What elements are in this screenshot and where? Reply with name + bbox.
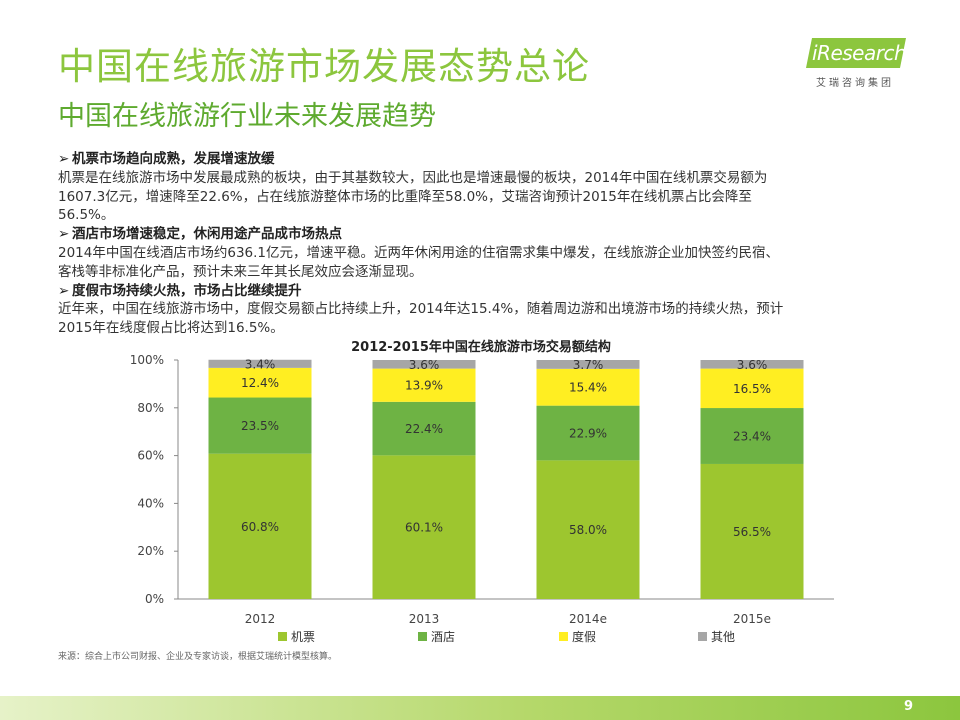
legend-label: 酒店: [431, 630, 455, 644]
data-label: 3.6%: [737, 358, 768, 372]
data-label: 3.4%: [245, 357, 276, 371]
legend-swatch: [559, 632, 568, 641]
x-tick-label: 2015e: [733, 612, 771, 626]
section-line: 56.5%。: [58, 207, 115, 224]
data-label: 23.4%: [733, 430, 771, 444]
y-tick-label: 0%: [145, 592, 164, 606]
section-line: 近年来，中国在线旅游市场中，度假交易额占比持续上升，2014年达15.4%，随着…: [58, 301, 784, 318]
y-tick-label: 60%: [137, 449, 164, 463]
legend-label: 机票: [291, 630, 315, 644]
data-label: 3.7%: [573, 358, 604, 372]
data-label: 58.0%: [569, 523, 607, 537]
bar-segment: [372, 455, 476, 599]
bar-segment: [372, 401, 476, 456]
section-air-tickets: ➢ 机票市场趋向成熟，发展增速放缓 机票是在线旅游市场中发展最成熟的板块，由于其基…: [58, 150, 914, 225]
chart-legend: 机票 酒店 度假 其他: [278, 629, 735, 644]
logo-text: iResearch: [812, 41, 907, 65]
bar-segment: [700, 360, 804, 369]
bar-segment: [208, 397, 312, 454]
x-tick-label: 2013: [409, 612, 440, 626]
section-heading-text: 度假市场持续火热，市场占比继续提升: [72, 282, 302, 299]
bar-segment: [372, 360, 476, 369]
bar-segment: [208, 359, 312, 368]
arrow-bullet-icon: ➢: [58, 226, 70, 243]
y-tick-label: 80%: [137, 401, 164, 415]
section-line: 2015年在线度假占比将达到16.5%。: [58, 320, 284, 337]
y-tick-label: 20%: [137, 544, 164, 558]
data-label: 23.5%: [241, 419, 279, 433]
page-number: 9: [904, 699, 914, 714]
data-label: 16.5%: [733, 382, 771, 396]
logo-subtitle: 艾瑞咨询集团: [816, 78, 894, 89]
bar-segment: [536, 405, 640, 461]
bar-segment: [536, 460, 640, 599]
x-tick-label: 2012: [245, 612, 276, 626]
section-line: 1607.3亿元，增速降至22.6%，占在线旅游整体市场的比重降至58.0%，艾…: [58, 188, 752, 205]
section-line: 机票是在线旅游市场中发展最成熟的板块，由于其基数较大，因此也是增速最慢的板块，2…: [58, 169, 768, 186]
y-tick-label: 100%: [130, 353, 164, 367]
data-label: 22.9%: [569, 427, 607, 441]
chart-title: 2012-2015年中国在线旅游市场交易额结构: [351, 339, 611, 355]
bar-segment: [536, 368, 640, 406]
data-label: 60.1%: [405, 521, 443, 535]
section-heading-text: 机票市场趋向成熟，发展增速放缓: [72, 151, 275, 167]
data-label: 15.4%: [569, 381, 607, 395]
section-vacation: ➢ 度假市场持续火热，市场占比继续提升 近年来，中国在线旅游市场中，度假交易额占比…: [58, 282, 914, 338]
data-label: 13.9%: [405, 379, 443, 393]
arrow-bullet-icon: ➢: [58, 151, 70, 167]
section-heading: ➢ 酒店市场增速稳定，休闲用途产品成市场热点: [58, 225, 914, 244]
iresearch-logo: iResearch 艾瑞咨询集团: [806, 38, 912, 89]
data-label: 12.4%: [241, 376, 279, 390]
bar-segment: [208, 367, 312, 398]
section-heading: ➢ 机票市场趋向成熟，发展增速放缓: [58, 150, 914, 169]
section-heading: ➢ 度假市场持续火热，市场占比继续提升: [58, 282, 914, 301]
data-label: 22.4%: [405, 422, 443, 436]
data-label: 3.6%: [409, 358, 440, 372]
bar-segment: [700, 368, 804, 409]
bar-segment: [700, 463, 804, 599]
legend-label: 其他: [711, 630, 735, 644]
source-note: 来源：综合上市公司财报、企业及专家访谈，根据艾瑞统计模型核算。: [58, 652, 338, 662]
data-label: 56.5%: [733, 525, 771, 539]
legend-label: 度假: [572, 629, 596, 644]
footer-bar: [0, 696, 960, 720]
bar-segment: [536, 360, 640, 369]
bar-segment: [372, 368, 476, 402]
section-line: 客栈等非标准化产品，预计未来三年其长尾效应会逐渐显现。: [58, 263, 423, 280]
legend-swatch: [698, 632, 707, 641]
chart-bars: 60.8% 23.5% 12.4% 3.4% 2012 60.1% 22.4% 13.9% 3.…: [208, 357, 804, 626]
data-label: 60.8%: [241, 520, 279, 534]
logo-badge: [806, 38, 906, 68]
bar-segment: [208, 453, 312, 599]
y-tick-label: 40%: [137, 496, 164, 510]
body-text: ➢ 机票市场趋向成熟，发展增速放缓 机票是在线旅游市场中发展最成熟的板块，由于其基…: [58, 150, 914, 338]
arrow-bullet-icon: ➢: [58, 282, 70, 299]
page-title: 中国在线旅游市场发展态势总论: [58, 45, 590, 88]
legend-swatch: [418, 632, 427, 641]
section-heading-text: 酒店市场增速稳定，休闲用途产品成市场热点: [72, 226, 342, 243]
page-subtitle: 中国在线旅游行业未来发展趋势: [58, 101, 436, 132]
section-line: 2014年中国在线酒店市场约636.1亿元，增速平稳。近两年休闲用途的住宿需求集…: [58, 244, 780, 261]
legend-swatch: [278, 632, 287, 641]
bar-segment: [700, 408, 804, 464]
section-hotels: ➢ 酒店市场增速稳定，休闲用途产品成市场热点 2014年中国在线酒店市场约636.…: [58, 225, 914, 281]
x-tick-label: 2014e: [569, 612, 607, 626]
